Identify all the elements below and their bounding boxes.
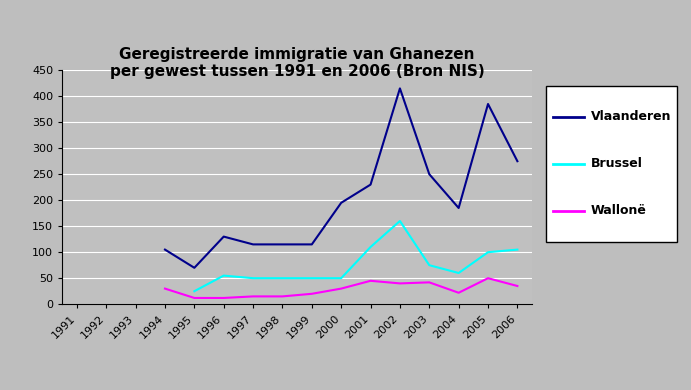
Vlaanderen xyxy=(161,247,169,252)
Text: Brussel: Brussel xyxy=(591,157,643,170)
Vlaanderen xyxy=(337,200,346,205)
Brussel xyxy=(249,276,257,280)
Brussel xyxy=(337,276,346,280)
Vlaanderen xyxy=(425,172,433,177)
Vlaanderen xyxy=(366,182,375,187)
Vlaanderen xyxy=(513,159,522,163)
Text: Wallonë: Wallonë xyxy=(591,204,647,217)
Vlaanderen xyxy=(484,102,492,106)
Brussel xyxy=(278,276,287,280)
Wallonë xyxy=(513,284,522,288)
Wallonë xyxy=(161,286,169,291)
Wallonë xyxy=(484,276,492,280)
Wallonë xyxy=(396,281,404,286)
Brussel xyxy=(307,276,316,280)
Line: Vlaanderen: Vlaanderen xyxy=(165,89,518,268)
Line: Brussel: Brussel xyxy=(194,221,518,291)
Wallonë xyxy=(278,294,287,299)
Brussel xyxy=(484,250,492,255)
Wallonë xyxy=(249,294,257,299)
Vlaanderen xyxy=(307,242,316,247)
Wallonë xyxy=(366,278,375,283)
Brussel xyxy=(366,245,375,249)
Wallonë xyxy=(425,280,433,285)
Brussel xyxy=(220,273,228,278)
Vlaanderen xyxy=(396,86,404,91)
Brussel xyxy=(513,247,522,252)
Brussel xyxy=(190,289,198,294)
Vlaanderen xyxy=(220,234,228,239)
Vlaanderen xyxy=(278,242,287,247)
Vlaanderen xyxy=(249,242,257,247)
Brussel xyxy=(455,271,463,275)
Vlaanderen xyxy=(190,266,198,270)
Wallonë xyxy=(455,291,463,295)
Brussel xyxy=(396,219,404,223)
Wallonë xyxy=(220,296,228,300)
Wallonë xyxy=(190,296,198,300)
Vlaanderen xyxy=(455,206,463,210)
Brussel xyxy=(425,263,433,268)
Text: Geregistreerde immigratie van Ghanezen
per gewest tussen 1991 en 2006 (Bron NIS): Geregistreerde immigratie van Ghanezen p… xyxy=(110,47,484,79)
Text: Vlaanderen: Vlaanderen xyxy=(591,110,671,124)
Wallonë xyxy=(307,291,316,296)
Wallonë xyxy=(337,286,346,291)
Line: Wallonë: Wallonë xyxy=(165,278,518,298)
